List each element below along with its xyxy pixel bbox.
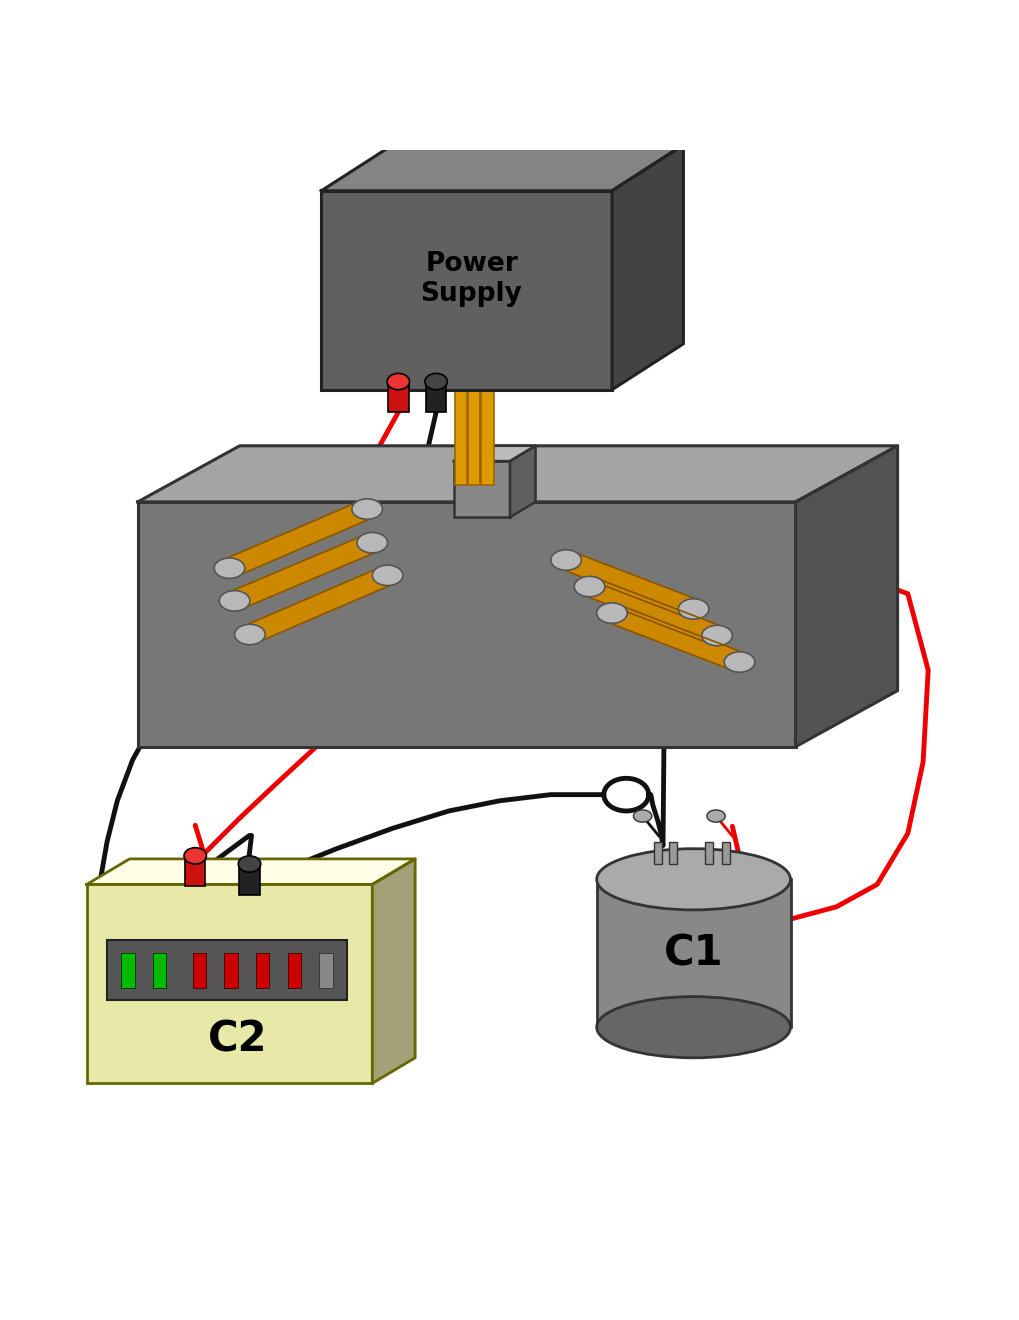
Polygon shape <box>561 550 697 619</box>
Bar <box>239 865 260 895</box>
Ellipse shape <box>387 374 410 389</box>
Bar <box>453 461 510 517</box>
Bar <box>721 842 730 865</box>
Ellipse shape <box>425 374 447 389</box>
Ellipse shape <box>596 849 790 909</box>
Bar <box>704 842 712 865</box>
Bar <box>184 855 205 887</box>
Text: Power
Supply: Power Supply <box>420 251 522 308</box>
Ellipse shape <box>706 810 725 822</box>
Polygon shape <box>795 446 897 747</box>
Bar <box>287 953 301 987</box>
Bar <box>596 879 790 1027</box>
Ellipse shape <box>357 532 387 553</box>
Bar <box>319 953 332 987</box>
Bar <box>224 953 237 987</box>
Ellipse shape <box>574 577 604 597</box>
Polygon shape <box>607 603 743 672</box>
Bar <box>87 884 372 1084</box>
Ellipse shape <box>723 652 754 672</box>
Polygon shape <box>611 145 683 389</box>
Ellipse shape <box>183 847 206 865</box>
Bar <box>138 502 795 747</box>
Polygon shape <box>87 859 415 884</box>
Polygon shape <box>585 577 720 645</box>
Bar <box>153 953 166 987</box>
Polygon shape <box>321 145 683 191</box>
Polygon shape <box>225 500 371 578</box>
Bar <box>321 191 611 389</box>
Ellipse shape <box>234 624 265 644</box>
Bar <box>256 953 269 987</box>
Polygon shape <box>372 859 415 1084</box>
Bar <box>668 842 677 865</box>
Ellipse shape <box>219 590 250 611</box>
Ellipse shape <box>633 810 651 822</box>
Text: C1: C1 <box>663 932 722 974</box>
Bar <box>468 364 480 484</box>
Bar <box>426 381 446 412</box>
Ellipse shape <box>678 599 708 619</box>
Ellipse shape <box>372 565 403 586</box>
Text: C2: C2 <box>208 1019 268 1060</box>
Polygon shape <box>453 446 535 461</box>
Polygon shape <box>510 446 535 517</box>
Bar <box>454 364 467 484</box>
Ellipse shape <box>238 855 261 873</box>
Bar <box>388 381 409 412</box>
Bar <box>121 953 135 987</box>
Ellipse shape <box>352 499 382 519</box>
Bar <box>481 364 493 484</box>
Ellipse shape <box>550 550 581 570</box>
Ellipse shape <box>214 558 245 578</box>
Polygon shape <box>230 533 376 610</box>
Bar <box>107 940 346 999</box>
Ellipse shape <box>701 626 732 645</box>
Polygon shape <box>246 566 391 644</box>
Polygon shape <box>138 446 897 502</box>
Bar <box>653 842 661 865</box>
Ellipse shape <box>596 997 790 1057</box>
Ellipse shape <box>596 603 627 623</box>
Bar <box>193 953 206 987</box>
